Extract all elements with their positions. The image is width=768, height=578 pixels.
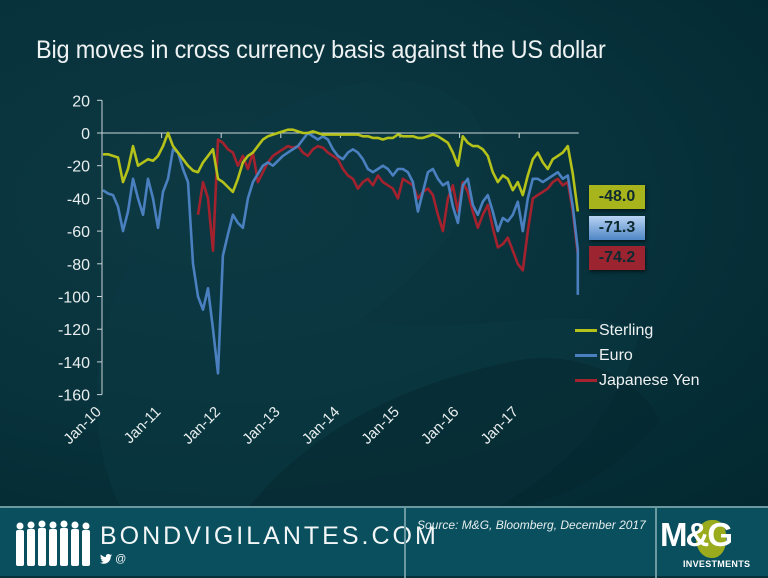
x-tick-label: Jan-10 [60, 403, 104, 447]
y-tick-label: -100 [58, 290, 90, 307]
y-tick-label: -80 [67, 257, 90, 274]
series-line-euro [102, 131, 580, 375]
y-tick-label: 0 [81, 126, 90, 143]
yen-end-label: -74.2 [589, 246, 645, 270]
legend-label: Euro [599, 346, 633, 364]
x-tick-label: Jan-13 [239, 403, 283, 447]
x-tick-label: Jan-16 [418, 403, 462, 447]
logo-main-text: M&G [660, 516, 733, 553]
footer: BONDVIGILANTES.COM @ Source: M&G, Bloomb… [0, 506, 768, 578]
y-tick-label: -140 [58, 355, 90, 372]
ampersand-shape-icon [696, 520, 726, 558]
y-tick-label: -40 [67, 191, 90, 208]
x-tick-label: Jan-14 [299, 403, 343, 447]
footer-divider [655, 508, 657, 578]
brand-link[interactable]: BONDVIGILANTES.COM [100, 522, 439, 550]
at-icon[interactable]: @ [115, 553, 127, 565]
chart-title: Big moves in cross currency basis agains… [36, 36, 606, 64]
twitter-icon[interactable] [100, 554, 112, 564]
y-tick-label: -120 [58, 322, 90, 339]
sterling-end-label: -48.0 [589, 185, 645, 209]
legend-item-yen: Japanese Yen [575, 368, 700, 393]
y-tick-label: -20 [67, 159, 90, 176]
x-tick-label: Jan-11 [121, 403, 165, 447]
y-tick-label: -60 [67, 224, 90, 241]
social-links: @ [100, 553, 126, 565]
y-tick-label: -160 [58, 388, 90, 405]
mg-investments-logo: M&G INVESTMENTS [660, 516, 760, 576]
euro-end-label: -71.3 [589, 216, 645, 240]
legend-label: Japanese Yen [599, 371, 700, 389]
source-note: Source: M&G, Bloomberg, December 2017 [417, 518, 646, 532]
x-tick-label: Jan-15 [358, 403, 402, 447]
x-tick-label: Jan-17 [478, 403, 522, 447]
y-tick-label: 20 [72, 93, 90, 110]
euro-swatch-icon [575, 354, 597, 357]
legend-item-euro: Euro [575, 343, 700, 368]
people-silhouette-icon [16, 520, 90, 566]
series-line-japanese-yen [196, 138, 580, 272]
legend-label: Sterling [599, 321, 654, 339]
chart-legend: Sterling Euro Japanese Yen [575, 318, 700, 393]
x-tick-label: Jan-12 [180, 403, 224, 447]
legend-item-sterling: Sterling [575, 318, 700, 343]
logo-sub-text: INVESTMENTS [683, 559, 751, 569]
slide-background: Big moves in cross currency basis agains… [0, 0, 768, 506]
yen-swatch-icon [575, 379, 597, 382]
sterling-swatch-icon [575, 329, 597, 332]
footer-divider [404, 508, 406, 578]
series-line-sterling [103, 128, 580, 212]
watermark-ampersand-icon [0, 0, 768, 506]
